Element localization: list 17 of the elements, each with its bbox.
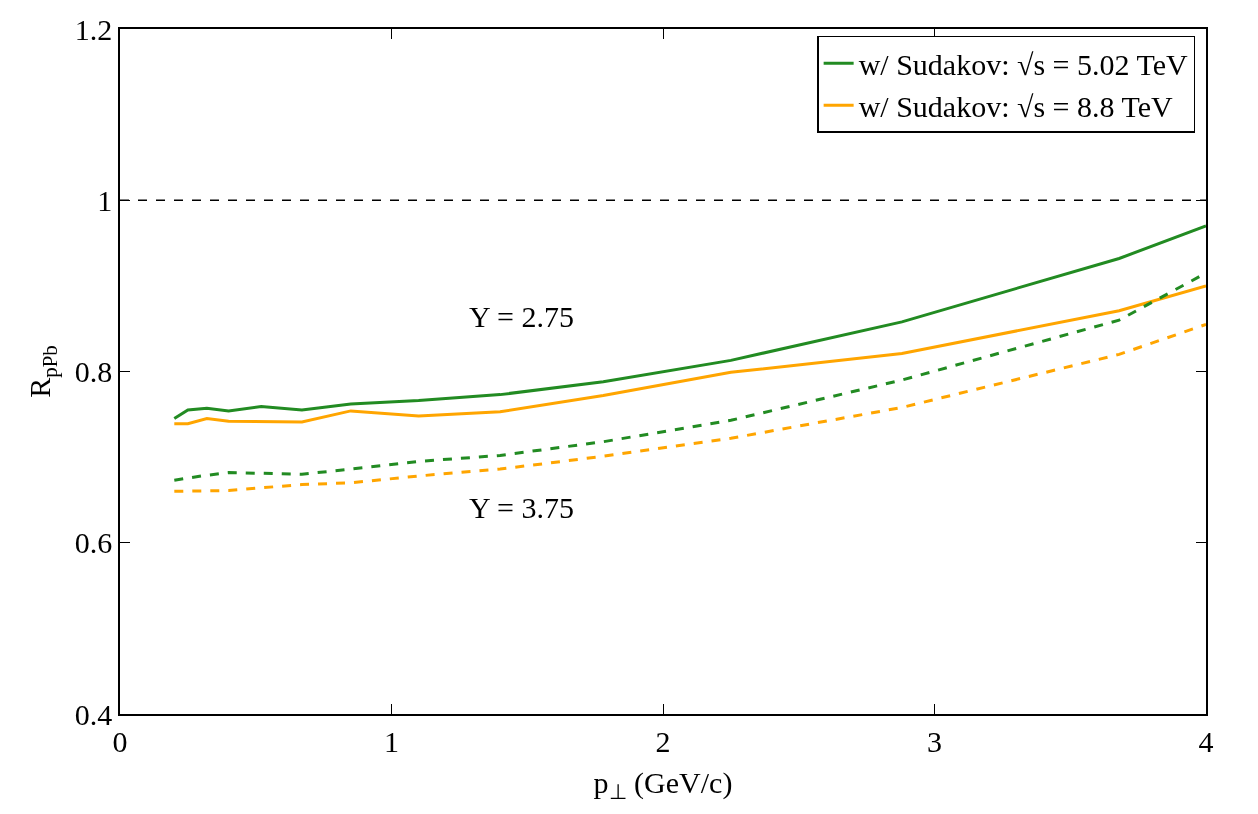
y-tick-label: 1 xyxy=(97,183,113,217)
legend-label: w/ Sudakov: √s = 5.02 TeV xyxy=(858,48,1189,82)
y-tick-label: 0.8 xyxy=(74,355,113,388)
y-tick-label: 0.4 xyxy=(74,697,113,731)
line-series xyxy=(172,224,1206,421)
x-tick-label: 2 xyxy=(655,724,671,758)
x-axis-title: p$_{⊥}$ (GeV/c) xyxy=(593,765,733,805)
x-tick-label: 3 xyxy=(927,724,942,758)
annotation: Y = 2.75 xyxy=(469,300,574,333)
y-tick-label: 1.2 xyxy=(74,12,113,46)
annotation: Y = 3.75 xyxy=(469,491,574,524)
legend-label: w/ Sudakov: √s = 8.8 TeV xyxy=(858,90,1174,124)
x-tick-label: 0 xyxy=(112,724,128,758)
line-series xyxy=(172,284,1206,426)
x-tick-label: 1 xyxy=(384,724,399,758)
x-tick-label: 4 xyxy=(1198,724,1214,758)
y-tick-label: 0.6 xyxy=(74,526,113,560)
